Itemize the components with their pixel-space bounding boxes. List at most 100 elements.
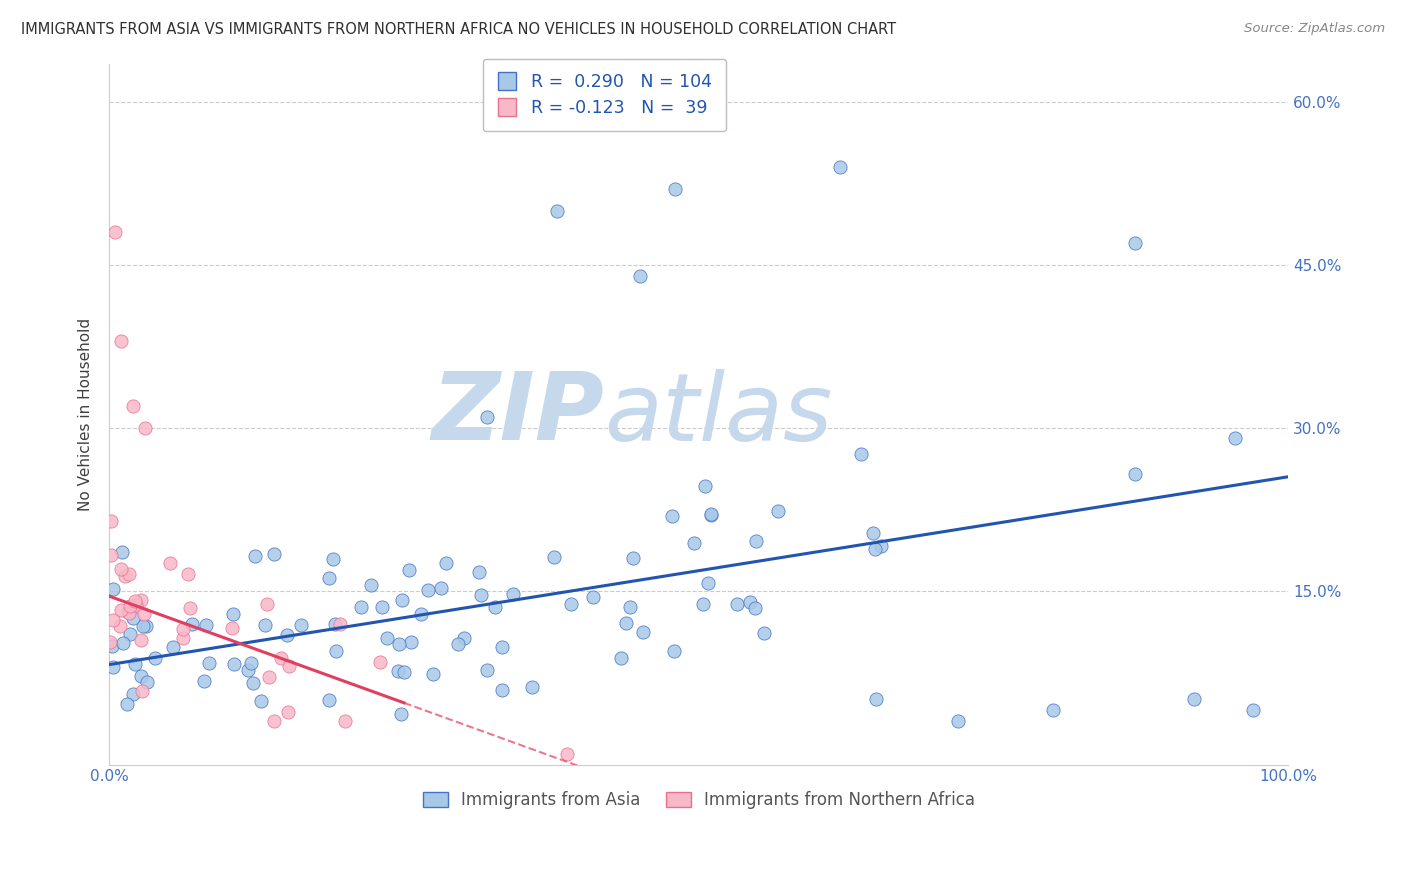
Point [1182,692,1205,706]
Point [180,616,202,631]
Point [110,562,132,576]
Point [162,640,184,654]
Point [468,565,491,579]
Point [101,582,124,597]
Point [263,714,285,728]
Point [124,594,146,608]
Point [145,651,167,665]
Point [391,592,413,607]
Point [399,635,422,649]
Point [318,693,340,707]
Point [172,622,194,636]
Point [111,636,134,650]
Point [103,613,125,627]
Point [475,663,498,677]
Point [110,603,132,617]
Point [560,598,582,612]
Point [582,590,605,604]
Point [1123,467,1146,481]
Point [948,714,970,728]
Point [543,549,565,564]
Point [135,619,157,633]
Point [243,549,266,563]
Text: atlas: atlas [605,368,832,459]
Point [249,694,271,708]
Point [194,618,217,632]
Point [325,644,347,658]
Point [254,618,277,632]
Point [491,682,513,697]
Point [124,657,146,672]
Point [120,599,142,613]
Point [118,566,141,581]
Text: ZIP: ZIP [432,368,605,460]
Point [101,639,124,653]
Point [470,588,492,602]
Point [118,606,141,620]
Point [114,569,136,583]
Point [136,674,159,689]
Point [177,566,200,581]
Point [125,597,148,611]
Point [453,631,475,645]
Point [1225,431,1247,445]
Point [222,607,245,621]
Point [100,514,122,528]
Point [849,447,872,461]
Point [101,660,124,674]
Point [664,182,686,196]
Point [350,599,373,614]
Point [661,508,683,523]
Point [159,556,181,570]
Point [754,626,776,640]
Point [179,601,201,615]
Point [242,676,264,690]
Point [621,551,644,566]
Point [475,409,498,424]
Point [104,226,127,240]
Point [447,637,470,651]
Text: Source: ZipAtlas.com: Source: ZipAtlas.com [1244,22,1385,36]
Point [239,656,262,670]
Point [360,577,382,591]
Point [117,605,139,619]
Point [416,582,439,597]
Point [863,542,886,557]
Point [333,714,356,728]
Point [830,160,852,174]
Point [371,600,394,615]
Point [318,571,340,585]
Point [375,631,398,645]
Point [727,597,749,611]
Point [491,640,513,655]
Point [100,548,122,562]
Point [198,656,221,670]
Point [134,421,156,435]
Point [434,556,457,570]
Point [662,643,685,657]
Point [387,665,409,679]
Point [394,665,416,680]
Point [683,536,706,550]
Point [172,631,194,645]
Point [520,680,543,694]
Point [290,618,312,632]
Point [121,399,143,413]
Text: IMMIGRANTS FROM ASIA VS IMMIGRANTS FROM NORTHERN AFRICA NO VEHICLES IN HOUSEHOLD: IMMIGRANTS FROM ASIA VS IMMIGRANTS FROM … [21,22,896,37]
Point [738,595,761,609]
Point [110,619,132,633]
Point [430,581,453,595]
Point [238,663,260,677]
Point [125,598,148,612]
Point [766,504,789,518]
Point [221,621,243,635]
Point [115,697,138,711]
Point [398,563,420,577]
Point [257,670,280,684]
Point [122,687,145,701]
Point [700,508,723,523]
Point [270,650,292,665]
Point [1241,703,1264,717]
Point [276,628,298,642]
Point [1123,236,1146,251]
